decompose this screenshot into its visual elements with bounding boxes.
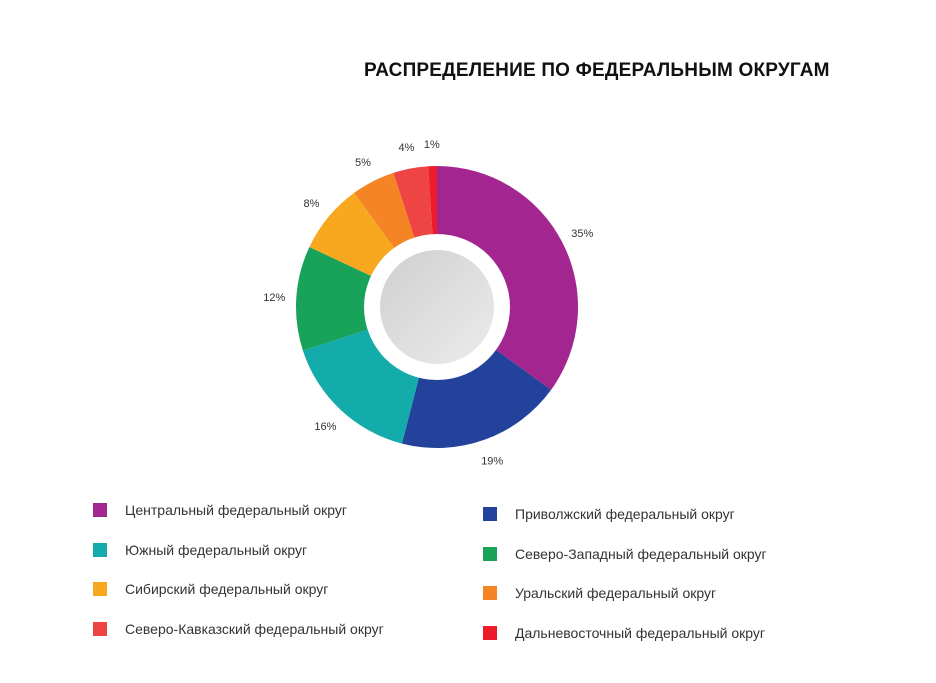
data-label: 12% — [263, 292, 285, 304]
data-label: 4% — [399, 142, 415, 154]
legend-item: Дальневосточный федеральный округ — [483, 625, 765, 641]
legend-item: Уральский федеральный округ — [483, 585, 716, 601]
legend-item: Северо-Кавказский федеральный округ — [93, 621, 384, 637]
legend-swatch — [93, 621, 107, 636]
data-label: 35% — [571, 228, 593, 240]
legend-label: Дальневосточный федеральный округ — [515, 624, 765, 641]
data-label: 8% — [303, 198, 319, 210]
legend-item: Южный федеральный округ — [93, 542, 307, 558]
legend-swatch — [93, 503, 107, 517]
legend-swatch — [483, 546, 497, 561]
donut-center — [380, 250, 494, 364]
legend-label: Приволжский федеральный округ — [515, 506, 735, 522]
legend-swatch — [483, 507, 497, 521]
legend-item: Сибирский федеральный округ — [93, 581, 328, 597]
legend-label: Северо-Западный федеральный округ — [515, 545, 767, 562]
chart-title: РАСПРЕДЕЛЕНИЕ ПО ФЕДЕРАЛЬНЫМ ОКРУГАМ — [364, 60, 830, 81]
legend-label: Северо-Кавказский федеральный округ — [125, 620, 384, 637]
legend-item: Северо-Западный федеральный округ — [483, 546, 767, 562]
legend-item: Приволжский федеральный округ — [483, 506, 735, 522]
legend-swatch — [483, 586, 497, 600]
legend-swatch — [483, 625, 497, 640]
slice-0 — [437, 166, 578, 390]
legend-swatch — [93, 582, 107, 596]
data-label: 5% — [355, 157, 371, 169]
legend-label: Центральный федеральный округ — [125, 502, 347, 518]
data-label: 16% — [314, 421, 336, 433]
legend-label: Уральский федеральный округ — [515, 585, 717, 601]
data-label: 1% — [424, 139, 440, 151]
legend-label: Южный федеральный округ — [125, 541, 308, 558]
data-label: 19% — [481, 455, 503, 467]
legend-label: Сибирский федеральный округ — [125, 581, 329, 597]
legend-swatch — [93, 542, 107, 557]
legend-item: Центральный федеральный округ — [93, 502, 347, 518]
